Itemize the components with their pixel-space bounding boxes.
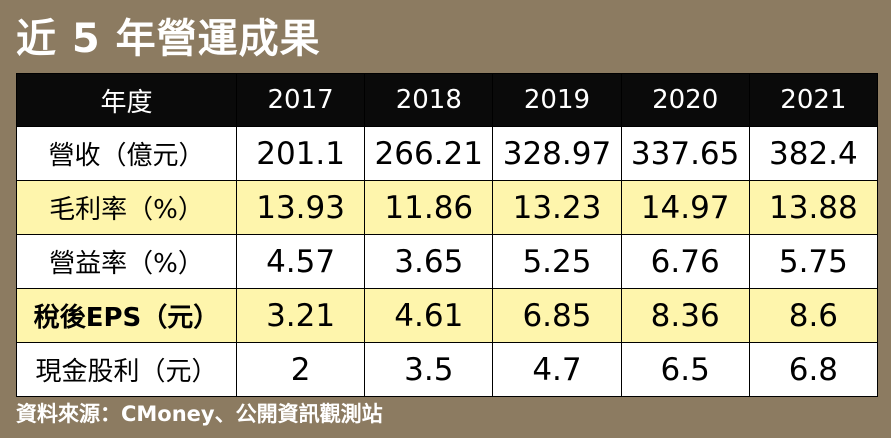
table-cell: 266.21 — [364, 126, 494, 181]
table-cell: 14.97 — [620, 180, 750, 235]
table-cell: 8.6 — [748, 288, 879, 343]
table-row-eps: 稅後EPS（元） 3.21 4.61 6.85 8.36 8.6 — [16, 288, 879, 343]
table-row-gross-margin: 毛利率（%） 13.93 11.86 13.23 14.97 13.88 — [16, 180, 879, 235]
table-cell: 8.36 — [620, 288, 750, 343]
table-cell: 11.86 — [364, 180, 494, 235]
source-note: 資料來源：CMoney、公開資訊觀測站 — [16, 402, 383, 426]
table-row-revenue: 營收（億元） 201.1 266.21 328.97 337.65 382.4 — [16, 126, 879, 181]
table-cell: 13.23 — [492, 180, 622, 235]
table-cell: 6.76 — [620, 234, 750, 289]
table-cell: 13.93 — [235, 180, 366, 235]
table-cell: 382.4 — [748, 126, 879, 181]
table-cell: 201.1 — [235, 126, 366, 181]
table-cell: 3.65 — [364, 234, 494, 289]
row-label: 毛利率（%） — [16, 180, 237, 235]
row-label: 營益率（%） — [16, 234, 237, 289]
table-cell: 6.85 — [492, 288, 622, 343]
table-cell: 4.7 — [492, 342, 622, 397]
table-cell: 4.61 — [364, 288, 494, 343]
header-2020: 2020 — [620, 73, 750, 127]
header-2018: 2018 — [364, 73, 494, 127]
header-2021: 2021 — [748, 73, 879, 127]
row-label: 營收（億元） — [16, 126, 237, 181]
table-cell: 337.65 — [620, 126, 750, 181]
table-cell: 5.75 — [748, 234, 879, 289]
table-cell: 5.25 — [492, 234, 622, 289]
header-row: 年度 2017 2018 2019 2020 2021 — [16, 73, 879, 127]
table-cell: 6.8 — [748, 342, 879, 397]
row-label: 稅後EPS（元） — [16, 288, 237, 343]
table-row-cash-dividend: 現金股利（元） 2 3.5 4.7 6.5 6.8 — [16, 342, 879, 397]
table-cell: 4.57 — [235, 234, 366, 289]
table-cell: 3.5 — [364, 342, 494, 397]
table-cell: 6.5 — [620, 342, 750, 397]
header-2017: 2017 — [235, 73, 366, 127]
table-row-operating-margin: 營益率（%） 4.57 3.65 5.25 6.76 5.75 — [16, 234, 879, 289]
header-year: 年度 — [16, 73, 237, 127]
table-cell: 13.88 — [748, 180, 879, 235]
row-label: 現金股利（元） — [16, 342, 237, 397]
table-cell: 328.97 — [492, 126, 622, 181]
table-cell: 2 — [235, 342, 366, 397]
header-2019: 2019 — [492, 73, 622, 127]
table-cell: 3.21 — [235, 288, 366, 343]
page-title: 近 5 年營運成果 — [16, 16, 321, 62]
operating-results-table: 年度 2017 2018 2019 2020 2021 營收（億元） 201.1… — [16, 73, 879, 397]
